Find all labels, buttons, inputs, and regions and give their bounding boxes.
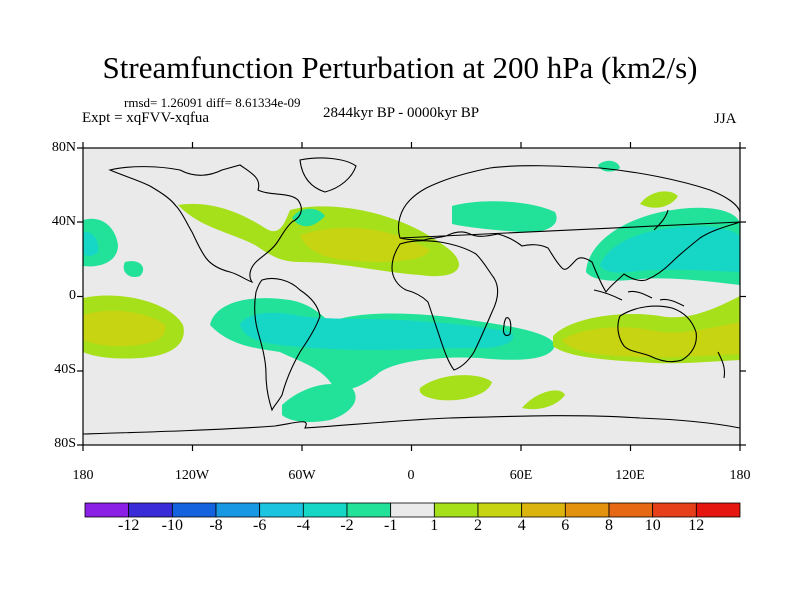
colorbar-label: 4: [517, 517, 526, 534]
map-field: [83, 148, 740, 445]
stats-text: rmsd= 1.26091 diff= 8.61334e-09: [124, 95, 301, 110]
colorbar-swatch: [608, 502, 654, 518]
colorbar-label: -8: [209, 517, 223, 534]
colorbar-label: 2: [474, 517, 482, 534]
coastline-indonesia: [593, 289, 685, 307]
coastline-madagascar: [502, 317, 512, 337]
lon-label-120w: 120W: [174, 468, 210, 483]
anomaly-region-southern-ocean-indian: [522, 390, 565, 410]
colorbar-label: 1: [430, 517, 439, 534]
period-label: 2844kyr BP - 0000kyr BP: [323, 105, 480, 121]
colorbar-swatch: [302, 502, 348, 518]
lon-label-180w: 180: [72, 468, 94, 483]
lon-label-60w: 60W: [288, 468, 316, 483]
anomaly-region-eurasia: [452, 201, 557, 233]
anomaly-region-north-pacific: [640, 191, 678, 208]
axis-ticks: [77, 142, 746, 451]
plot-title: Streamfunction Perturbation at 200 hPa (…: [102, 50, 698, 85]
colorbar-label: -2: [340, 517, 354, 534]
lat-label-80s: 80S: [54, 436, 76, 451]
colorbar-label: -10: [161, 517, 183, 534]
anomaly-region-southern-ocean-atlantic: [419, 375, 492, 401]
anomaly-region-west-pacific-core: [600, 226, 740, 273]
lat-label-40s: 40S: [54, 362, 76, 377]
lat-label-80n: 80N: [51, 140, 76, 155]
lon-label-180e: 180: [729, 468, 751, 483]
coastline-greenland: [299, 157, 357, 193]
coastlines: [83, 157, 740, 435]
coastline-south-america: [254, 277, 321, 412]
colorbar-swatch: [477, 502, 523, 518]
map-background: [83, 148, 740, 445]
lat-label-equator: 0: [69, 288, 76, 303]
colorbar-swatch: [346, 502, 392, 518]
colorbar-label: -12: [118, 517, 140, 534]
colorbar-swatch: [695, 502, 741, 518]
coastline-north-america: [108, 164, 302, 284]
lon-label-120e: 120E: [615, 468, 645, 483]
anomaly-region-east-pacific: [123, 261, 144, 278]
colorbar-label: 10: [644, 517, 661, 534]
colorbar-swatch: [564, 502, 610, 518]
colorbar-label: -4: [296, 517, 310, 534]
colorbar-swatch: [652, 502, 697, 518]
colorbar-label: -6: [253, 517, 267, 534]
anomaly-region-southern-ocean-pacific: [282, 384, 356, 423]
coastline-australia: [617, 305, 697, 363]
colorbar-swatch: [171, 502, 217, 518]
colorbar: [84, 502, 741, 518]
colorbar-swatch: [84, 502, 130, 518]
coastline-new-zealand: [717, 351, 726, 379]
colorbar-label: 6: [561, 517, 570, 534]
anomaly-region-south-atlantic-core: [240, 312, 514, 350]
colorbar-label: 12: [688, 517, 705, 534]
colorbar-swatch: [215, 502, 261, 518]
lon-label-60e: 60E: [509, 468, 533, 483]
coastline-africa: [391, 240, 499, 371]
colorbar-label: 8: [605, 517, 613, 534]
experiment-label: Expt = xqFVV-xqfua: [82, 110, 210, 126]
colorbar-label: -1: [384, 517, 398, 534]
colorbar-swatch: [259, 502, 304, 518]
colorbar-swatch: [390, 502, 435, 518]
lat-label-40n: 40N: [51, 214, 76, 229]
season-label: JJA: [714, 111, 737, 127]
lon-label-0: 0: [407, 468, 415, 483]
colorbar-swatch: [521, 502, 566, 518]
anomaly-region-central-pacific-core: [83, 231, 99, 256]
coastline-antarctica: [83, 415, 740, 435]
anomaly-region-south-pacific-west-core: [83, 310, 166, 347]
coastline-eurasia: [397, 165, 740, 294]
colorbar-swatch: [128, 502, 173, 518]
coastline-japan: [653, 209, 669, 231]
colorbar-swatch: [433, 502, 479, 518]
anomaly-region-north-atlantic-core: [300, 227, 430, 262]
